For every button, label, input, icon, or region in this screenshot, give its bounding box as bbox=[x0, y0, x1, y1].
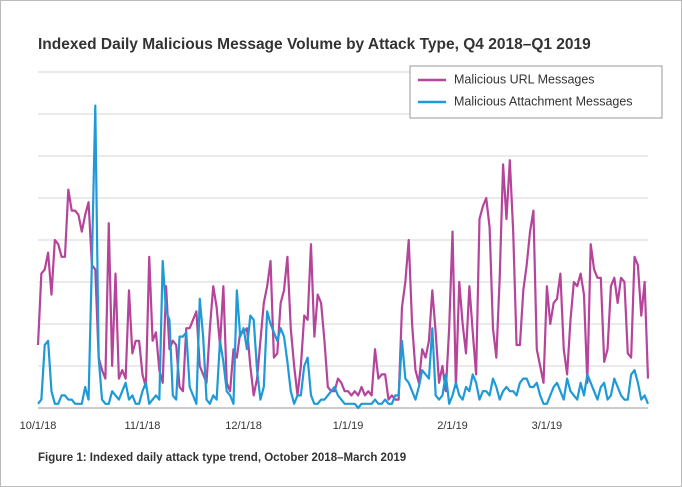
x-tick-label: 11/1/18 bbox=[125, 420, 161, 432]
caption: Figure 1: Indexed daily attack type tren… bbox=[38, 452, 406, 464]
x-tick-label: 3/1/19 bbox=[532, 420, 563, 432]
x-tick-label: 10/1/18 bbox=[20, 420, 57, 432]
series-line bbox=[37, 104, 650, 410]
series-line bbox=[36, 159, 650, 401]
x-tick-label: 12/1/18 bbox=[225, 420, 262, 432]
legend-label: Malicious URL Messages bbox=[454, 72, 595, 86]
legend-label: Malicious Attachment Messages bbox=[454, 94, 633, 108]
chart-title: Indexed Daily Malicious Message Volume b… bbox=[38, 36, 591, 53]
legend-box bbox=[409, 65, 663, 119]
x-tick-label: 2/1/19 bbox=[437, 420, 468, 432]
x-tick-label: 1/1/19 bbox=[333, 420, 364, 432]
